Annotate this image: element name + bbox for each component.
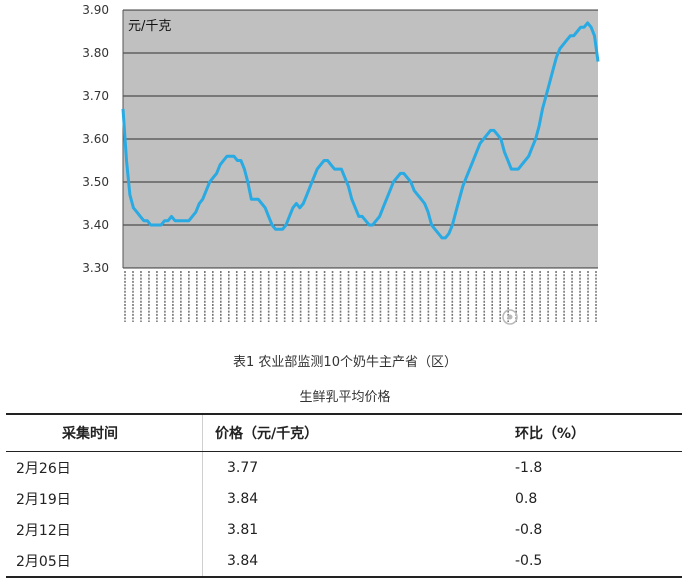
y-tick-label: 3.60 [82, 132, 109, 146]
table-row: 2月26日 3.77 -1.8 [6, 451, 682, 483]
cell-change: -0.5 [515, 545, 682, 578]
y-tick-label: 3.70 [82, 89, 109, 103]
table-row: 2月19日 3.84 0.8 [6, 483, 682, 514]
y-axis-ticks: 3.30 3.40 3.50 3.60 3.70 3.80 3.90 [82, 3, 109, 275]
cell-price: 3.84 [202, 483, 515, 514]
chart-svg: 3.30 3.40 3.50 3.60 3.70 3.80 3.90 元/千克 [82, 3, 600, 325]
cell-change: 0.8 [515, 490, 538, 507]
cell-date: 2月26日 [16, 460, 71, 477]
series-line [121, 21, 600, 240]
table-row: 2月05日 3.84 -0.5 [6, 545, 682, 578]
cell-date: 2月05日 [6, 545, 203, 578]
header-collect-time: 采集时间 [6, 413, 203, 452]
price-table: 采集时间 价格（元/千克） 环比（%） 2月26日 3.77 -1.8 2月19… [6, 413, 682, 578]
watermark-logo [502, 309, 518, 325]
y-tick-label: 3.30 [82, 261, 109, 275]
table-row: 2月12日 3.81 -0.8 [6, 514, 682, 545]
cell-price: 3.81 [202, 514, 515, 545]
cell-price: 3.84 [202, 545, 515, 578]
x-axis-ticks [124, 271, 597, 322]
y-tick-label: 3.80 [82, 46, 109, 60]
grid-lines [122, 9, 598, 269]
header-price: 价格（元/千克） [202, 413, 515, 452]
cell-change: -1.8 [515, 459, 543, 476]
table-header-row: 采集时间 价格（元/千克） 环比（%） [6, 413, 682, 452]
cell-date: 2月19日 [16, 491, 71, 508]
unit-label: 元/千克 [128, 19, 171, 34]
price-line-chart: 3.30 3.40 3.50 3.60 3.70 3.80 3.90 元/千克 [82, 3, 600, 325]
y-tick-label: 3.50 [82, 175, 109, 189]
y-tick-label: 3.40 [82, 218, 109, 232]
cell-date: 2月12日 [16, 522, 71, 539]
series-layer [121, 21, 600, 240]
header-change: 环比（%） [515, 413, 682, 452]
y-tick-label: 3.90 [82, 3, 109, 17]
table-caption-subtitle: 生鲜乳平均价格 [299, 390, 391, 405]
cell-change: -0.8 [515, 521, 543, 538]
cell-price: 3.77 [202, 451, 515, 483]
table-caption-title: 表1 农业部监测10个奶牛主产省（区） [233, 355, 457, 370]
